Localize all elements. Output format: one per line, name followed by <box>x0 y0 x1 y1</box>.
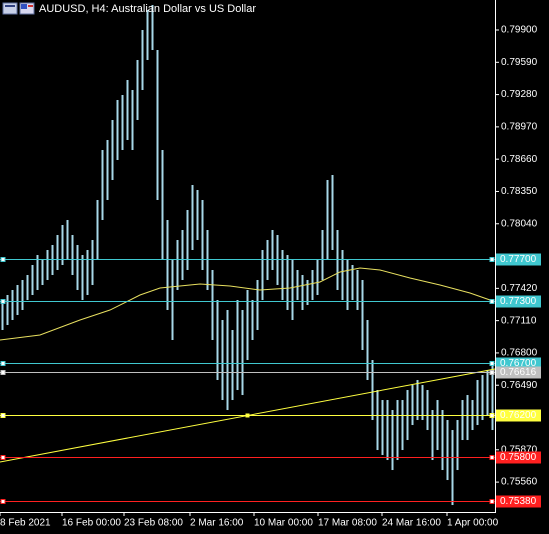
chart-title: AUDUSD, H4: Australian Dollar vs US Doll… <box>39 3 256 15</box>
y-tick-label: 0.78660 <box>501 154 538 165</box>
icon <box>2 2 18 15</box>
x-tick-label: 2 Mar 16:00 <box>190 518 244 529</box>
x-tick-label: 16 Feb 00:00 <box>62 518 121 529</box>
level-label: 0.75380 <box>500 496 537 507</box>
y-tick-label: 0.76490 <box>501 380 538 391</box>
window-icons <box>2 2 35 15</box>
y-tick-label: 0.79590 <box>501 57 538 68</box>
level-label-box <box>496 253 541 266</box>
level-handle <box>0 257 6 262</box>
y-tick-label: 0.79900 <box>501 25 538 36</box>
x-tick-label: 23 Feb 08:00 <box>124 518 183 529</box>
level-handle <box>489 499 495 504</box>
level-label: 0.77300 <box>500 296 537 307</box>
level-label: 0.76200 <box>500 410 537 421</box>
icon <box>5 5 15 7</box>
x-tick-label: 10 Mar 00:00 <box>254 518 313 529</box>
y-tick-label: 0.76800 <box>501 348 538 359</box>
level-label-box <box>496 366 541 379</box>
level-handle <box>0 413 6 418</box>
level-handle <box>0 370 6 375</box>
x-tick-label: 17 Mar 08:00 <box>318 518 377 529</box>
level-handle <box>0 299 6 304</box>
level-handle <box>489 455 495 460</box>
level-handle <box>489 361 495 366</box>
y-tick-label: 0.75870 <box>501 444 538 455</box>
moving-average <box>0 267 491 341</box>
level-label: 0.77700 <box>500 254 537 265</box>
y-tick-label: 0.77110 <box>501 315 537 326</box>
level-label: 0.76616 <box>500 367 537 378</box>
level-handle <box>489 257 495 262</box>
level-handle <box>489 299 495 304</box>
level-handle <box>489 370 495 375</box>
y-tick-label: 0.78970 <box>501 122 538 133</box>
level-label-box <box>496 451 541 464</box>
x-tick-label: 24 Mar 16:00 <box>382 518 441 529</box>
y-tick-label: 0.78040 <box>501 218 538 229</box>
level-label-box <box>496 495 541 508</box>
level-handle <box>489 413 495 418</box>
icon <box>21 4 27 9</box>
y-tick-label: 0.75560 <box>501 477 538 488</box>
level-handle <box>0 455 6 460</box>
y-tick-label: 0.78350 <box>501 186 538 197</box>
y-tick-label: 0.79280 <box>501 89 538 100</box>
level-handle <box>0 499 6 504</box>
y-tick-label: 0.77420 <box>501 283 538 294</box>
level-handle <box>0 361 6 366</box>
level-label-box <box>496 295 541 308</box>
level-label-box <box>496 409 541 422</box>
icon <box>28 5 33 7</box>
plot-area <box>0 5 496 506</box>
x-tick-label: 1 Apr 00:00 <box>447 518 499 529</box>
level-label: 0.75800 <box>500 452 537 463</box>
level-label: 0.76700 <box>500 358 537 369</box>
x-tick-label: 8 Feb 2021 <box>0 518 51 529</box>
